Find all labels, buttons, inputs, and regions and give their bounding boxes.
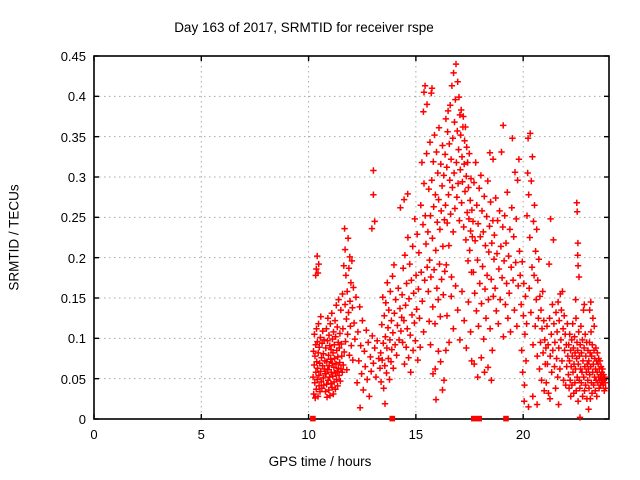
y-tick-label: 0.05 [60,371,86,387]
x-axis-label: GPS time / hours [268,454,372,469]
x-tick-label: 0 [90,427,98,442]
y-axis-label: SRMTID / TECUs [6,184,22,291]
y-tick-label: 0.3 [67,170,86,185]
x-tick-label: 5 [197,427,205,442]
x-tick-label: 20 [515,427,531,442]
y-tick-label: 0.45 [60,49,86,64]
y-tick-label: 0.25 [60,210,86,226]
y-tick-label: 0.35 [60,129,86,145]
chart-title: Day 163 of 2017, SRMTID for receiver rsp… [174,20,434,35]
y-tick-label: 0.4 [67,89,86,105]
y-tick-label: 0.15 [60,291,86,306]
x-tick-label: 10 [301,427,316,442]
y-tick-label: 0.2 [67,250,86,266]
y-tick-label: 0 [78,412,86,427]
x-tick-label: 15 [408,427,424,442]
y-tick-label: 0.1 [67,331,86,347]
